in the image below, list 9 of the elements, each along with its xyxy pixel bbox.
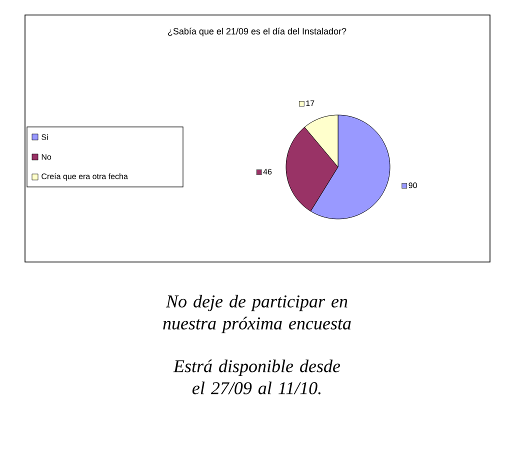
chart-title: ¿Sabía que el 21/09 es el día del Instalador? [168, 28, 346, 36]
data-label: 17 [306, 100, 314, 106]
legend-label: No [42, 154, 52, 160]
legend-label: Si [42, 134, 48, 140]
legend-label: Creía que era otra fecha [42, 173, 128, 181]
data-label: 46 [263, 168, 272, 175]
data-label: 90 [408, 182, 417, 188]
text: Estrá disponible desde el 27/09 al 11/10. [173, 360, 340, 394]
text: No deje de participar en nuestra próxima encuesta [163, 294, 351, 334]
